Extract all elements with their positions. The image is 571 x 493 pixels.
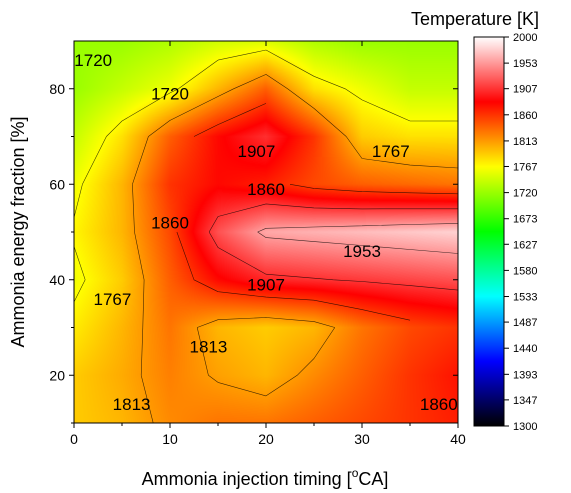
- colorbar-tick-label: 1627: [513, 239, 537, 251]
- colorbar-tick-label: 1720: [513, 188, 537, 200]
- colorbar-tick-label: 1813: [513, 136, 537, 148]
- x-tick-label: 20: [258, 431, 274, 447]
- x-axis-ticks: 0 10 20 30 40: [70, 41, 466, 447]
- contour-label: 1813: [113, 395, 151, 414]
- colorbar: 2000 1953 1907 1860 1813 1767 1720 1673 1627 1580…: [473, 32, 537, 433]
- y-tick-label: 20: [49, 367, 65, 383]
- contour-label: 1720: [74, 51, 112, 70]
- heatmap-fill: [74, 41, 458, 423]
- contour-lines: [74, 49, 458, 423]
- contour-label: 1720: [151, 85, 189, 104]
- colorbar-tick-label: 1347: [513, 395, 537, 407]
- x-tick-label: 0: [70, 431, 78, 447]
- contour-line-1767: [74, 49, 458, 303]
- contour-line-1907: [208, 203, 458, 291]
- contour-label: 1907: [237, 142, 275, 161]
- x-axis-title: Ammonia injection timing [oCA]: [142, 466, 389, 489]
- colorbar-tick-label: 1953: [513, 58, 537, 70]
- colorbar-gradient: [474, 37, 504, 426]
- contour-labels: 1720 1720 1907 1767 1860 1860 1953 1907 1767 1813…: [74, 51, 457, 414]
- contour-label: 1813: [189, 338, 227, 357]
- colorbar-tick-label: 1533: [513, 292, 537, 304]
- contour-label: 1860: [151, 213, 189, 232]
- colorbar-tick-label: 2000: [513, 32, 537, 44]
- y-tick-label: 40: [49, 272, 65, 288]
- contour-label: 1767: [372, 142, 410, 161]
- x-tick-label: 40: [450, 431, 466, 447]
- y-axis-ticks: 20 40 60 80: [49, 81, 458, 424]
- contour-label: 1767: [93, 290, 131, 309]
- contour-line-1860: [176, 103, 458, 321]
- contour-line-1813: [132, 74, 458, 423]
- colorbar-tick-label: 1300: [513, 421, 537, 433]
- colorbar-tick-label: 1440: [513, 343, 537, 355]
- contour-label: 1860: [420, 395, 458, 414]
- colorbar-tick-label: 1580: [513, 265, 537, 277]
- x-tick-label: 30: [354, 431, 370, 447]
- colorbar-title: Temperature [K]: [411, 9, 539, 29]
- contour-line-1953: [257, 223, 458, 254]
- contour-label: 1860: [247, 180, 285, 199]
- colorbar-frame: [473, 36, 505, 427]
- colorbar-tick-label: 1767: [513, 161, 537, 173]
- colorbar-tick-label: 1487: [513, 317, 537, 329]
- y-axis-title: Ammonia energy fraction [%]: [8, 116, 28, 347]
- y-tick-label: 60: [49, 176, 65, 192]
- colorbar-tick-label: 1673: [513, 214, 537, 226]
- contour-label: 1953: [343, 242, 381, 261]
- y-tick-label: 80: [49, 81, 65, 97]
- colorbar-tick-label: 1907: [513, 84, 537, 96]
- colorbar-tick-label: 1393: [513, 369, 537, 381]
- contour-label: 1907: [247, 276, 285, 295]
- x-tick-label: 10: [162, 431, 178, 447]
- colorbar-tick-label: 1860: [513, 110, 537, 122]
